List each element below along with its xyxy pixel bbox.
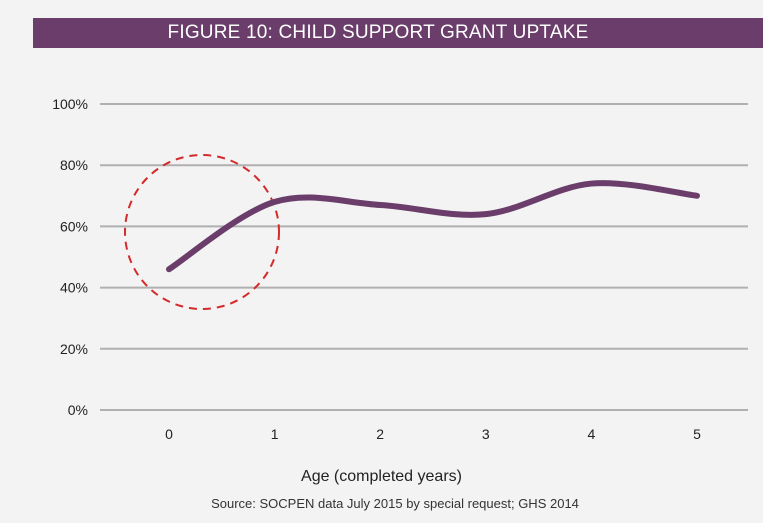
x-tick-label: 2 [376, 426, 384, 442]
x-tick-label: 4 [588, 426, 596, 442]
y-tick-label: 0% [68, 402, 88, 418]
gridlines [100, 103, 748, 411]
series [166, 180, 700, 273]
x-tick-label: 0 [165, 426, 173, 442]
y-tick-label: 40% [60, 280, 88, 296]
y-tick-label: 80% [60, 157, 88, 173]
source-note: Source: SOCPEN data July 2015 by special… [211, 496, 579, 511]
y-tick-label: 20% [60, 341, 88, 357]
y-tick-label: 100% [52, 96, 88, 112]
chart-title: FIGURE 10: CHILD SUPPORT GRANT UPTAKE [167, 22, 589, 43]
x-tick-label: 1 [271, 426, 279, 442]
y-tick-labels: 0% 20% 40% 60% 80% 100% [52, 96, 88, 418]
x-axis-label: Age (completed years) [301, 468, 462, 485]
x-tick-label: 5 [693, 426, 701, 442]
series-line [166, 180, 700, 273]
x-tick-label: 3 [482, 426, 490, 442]
highlight-circle [124, 154, 280, 310]
x-tick-labels: 0 1 2 3 4 5 [165, 426, 701, 442]
chart-title-bar: FIGURE 10: CHILD SUPPORT GRANT UPTAKE [33, 18, 763, 48]
annotations [124, 154, 280, 310]
y-tick-label: 60% [60, 218, 88, 234]
